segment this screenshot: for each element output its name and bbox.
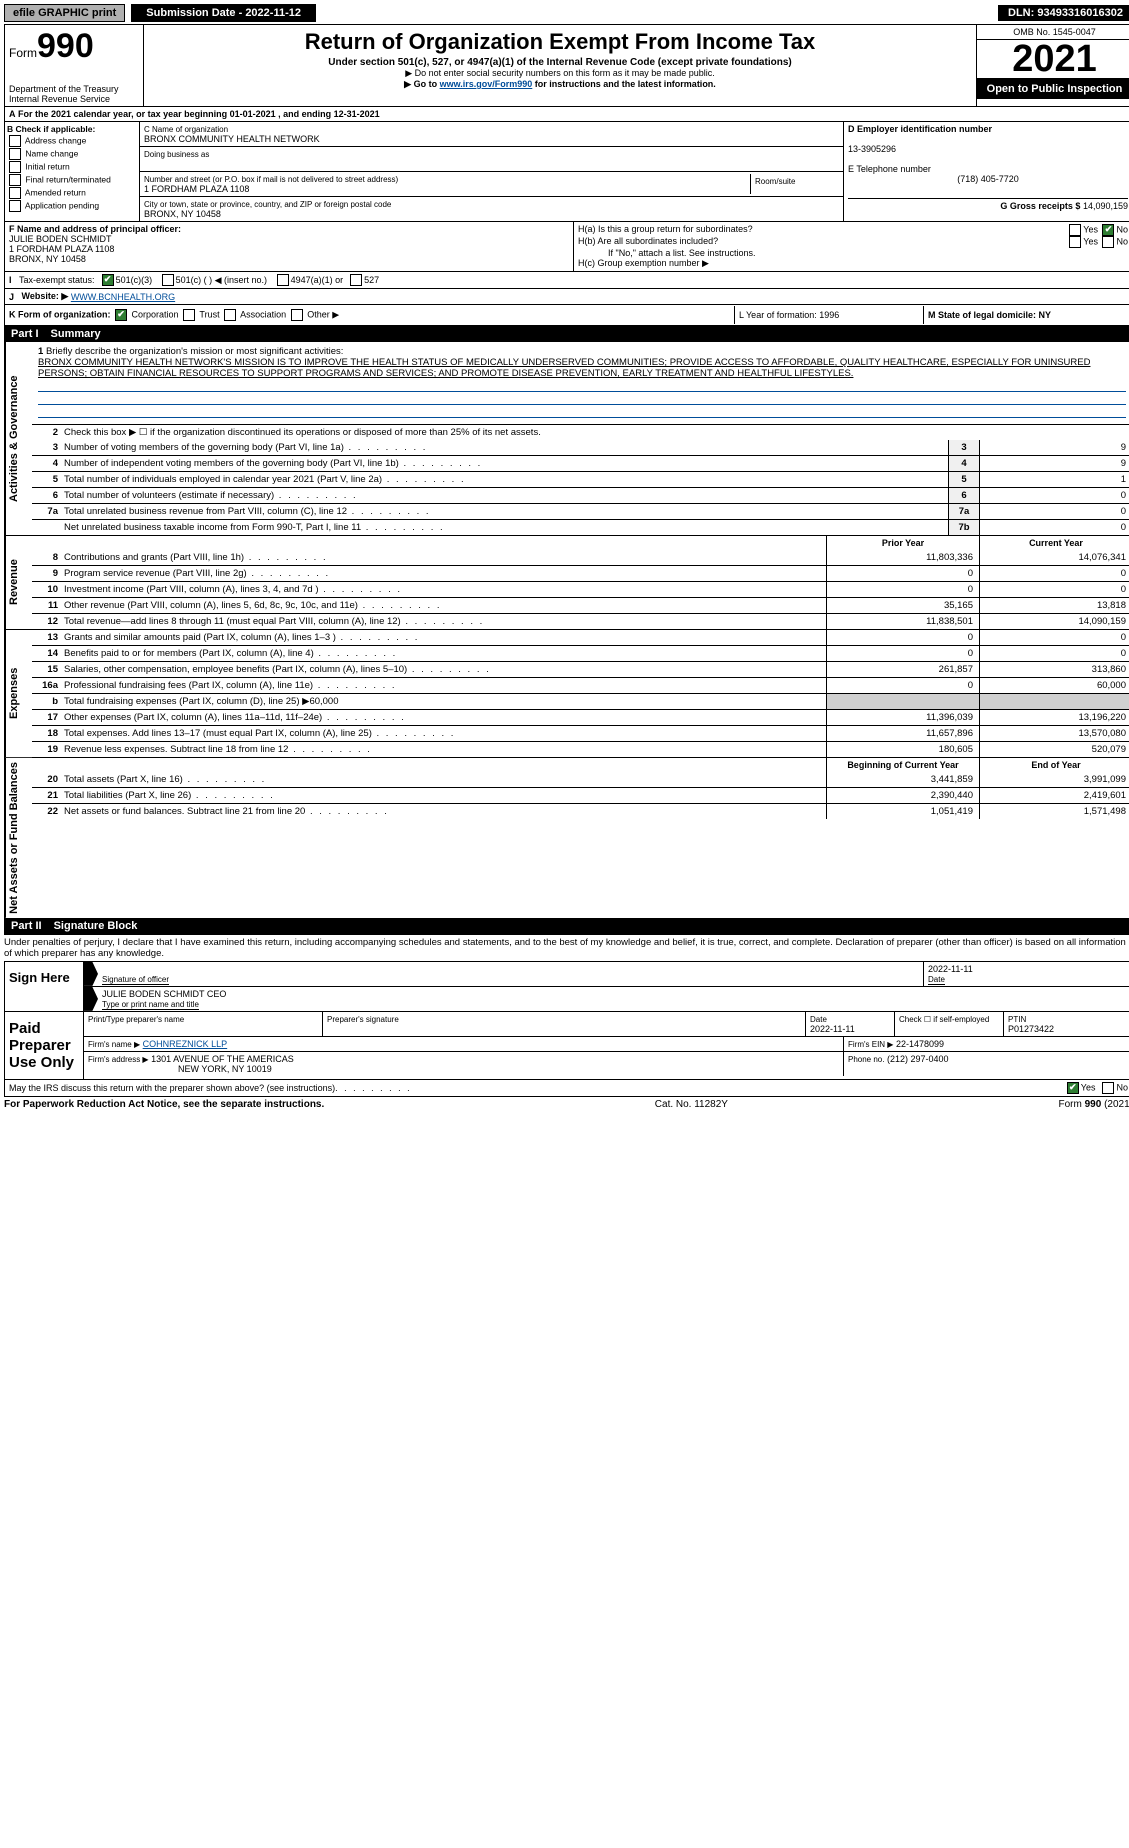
summary-line: 10 Investment income (Part VIII, column … <box>32 581 1129 597</box>
org-address: 1 FORDHAM PLAZA 1108 <box>144 184 249 194</box>
summary-line: 19 Revenue less expenses. Subtract line … <box>32 741 1129 757</box>
summary-line: Net unrelated business taxable income fr… <box>32 519 1129 535</box>
sign-here-label: Sign Here <box>5 962 84 1011</box>
summary-line: 22 Net assets or fund balances. Subtract… <box>32 803 1129 819</box>
ein: 13-3905296 <box>848 144 896 154</box>
ha-no-checkbox[interactable] <box>1102 224 1114 236</box>
row-i: I Tax-exempt status: 501(c)(3) 501(c) ( … <box>5 272 1129 289</box>
header-center: Return of Organization Exempt From Incom… <box>144 25 976 106</box>
form-number: 990 <box>37 27 94 65</box>
summary-line: 15 Salaries, other compensation, employe… <box>32 661 1129 677</box>
col-b: B Check if applicable: Address change Na… <box>5 122 140 221</box>
firm-link[interactable]: COHNREZNICK LLP <box>143 1039 228 1049</box>
summary-line: b Total fundraising expenses (Part IX, c… <box>32 693 1129 709</box>
header-left: Form990 Department of the Treasury Inter… <box>5 25 144 106</box>
goto-note: ▶ Go to www.irs.gov/Form990 for instruct… <box>150 79 970 90</box>
form-header: Form990 Department of the Treasury Inter… <box>5 25 1129 107</box>
part1-net: Net Assets or Fund Balances Beginning of… <box>5 758 1129 918</box>
submission-date-btn[interactable]: Submission Date - 2022-11-12 <box>131 4 316 22</box>
form-label: Form <box>9 46 37 60</box>
section-a-line: A For the 2021 calendar year, or tax yea… <box>5 107 1129 122</box>
part1-gov: Activities & Governance 1 Briefly descri… <box>5 342 1129 536</box>
col-f: F Name and address of principal officer:… <box>5 222 574 271</box>
tab-net-assets: Net Assets or Fund Balances <box>5 758 32 918</box>
summary-line: 5 Total number of individuals employed i… <box>32 471 1129 487</box>
section-bcde: B Check if applicable: Address change Na… <box>5 122 1129 222</box>
page-footer: For Paperwork Reduction Act Notice, see … <box>4 1097 1129 1112</box>
summary-line: 6 Total number of volunteers (estimate i… <box>32 487 1129 503</box>
org-name: BRONX COMMUNITY HEALTH NETWORK <box>144 134 320 144</box>
tab-revenue: Revenue <box>5 536 32 629</box>
dln-badge: DLN: 93493316016302 <box>998 5 1129 21</box>
part1-header: Part I Summary <box>5 326 1129 342</box>
open-public-badge: Open to Public Inspection <box>977 79 1129 99</box>
paid-preparer-label: Paid Preparer Use Only <box>5 1012 84 1079</box>
tab-governance: Activities & Governance <box>5 342 32 535</box>
ssn-note: ▶ Do not enter social security numbers o… <box>150 68 970 79</box>
summary-line: 11 Other revenue (Part VIII, column (A),… <box>32 597 1129 613</box>
form-subtitle: Under section 501(c), 527, or 4947(a)(1)… <box>150 57 970 68</box>
summary-line: 18 Total expenses. Add lines 13–17 (must… <box>32 725 1129 741</box>
section-fgh: F Name and address of principal officer:… <box>5 222 1129 272</box>
form-title: Return of Organization Exempt From Incom… <box>150 29 970 55</box>
501c3-checkbox[interactable] <box>102 274 114 286</box>
summary-line: 9 Program service revenue (Part VIII, li… <box>32 565 1129 581</box>
header-right: OMB No. 1545-0047 2021 Open to Public In… <box>976 25 1129 106</box>
dept-label: Department of the Treasury <box>9 84 139 94</box>
col-h: H(a) Is this a group return for subordin… <box>574 222 1129 271</box>
website-link[interactable]: WWW.BCNHEALTH.ORG <box>71 292 175 302</box>
summary-line: 17 Other expenses (Part IX, column (A), … <box>32 709 1129 725</box>
sign-here-section: Sign Here Signature of officer 2022-11-1… <box>4 962 1129 1012</box>
summary-line: 4 Number of independent voting members o… <box>32 455 1129 471</box>
phone: (718) 405-7720 <box>848 174 1128 184</box>
paid-preparer-section: Paid Preparer Use Only Print/Type prepar… <box>4 1012 1129 1080</box>
summary-line: 12 Total revenue—add lines 8 through 11 … <box>32 613 1129 629</box>
summary-line: 8 Contributions and grants (Part VIII, l… <box>32 550 1129 565</box>
discuss-yes-checkbox[interactable] <box>1067 1082 1079 1094</box>
org-city: BRONX, NY 10458 <box>144 209 221 219</box>
row-klm: K Form of organization: Corporation Trus… <box>5 305 1129 326</box>
summary-line: 13 Grants and similar amounts paid (Part… <box>32 630 1129 645</box>
col-c: C Name of organization BRONX COMMUNITY H… <box>140 122 844 221</box>
discuss-row: May the IRS discuss this return with the… <box>4 1080 1129 1097</box>
part2-header: Part II Signature Block <box>5 918 1129 934</box>
col-d: D Employer identification number 13-3905… <box>844 122 1129 221</box>
efile-badge: efile GRAPHIC print <box>4 4 125 22</box>
gross-receipts: 14,090,159 <box>1083 201 1128 211</box>
tax-year: 2021 <box>977 40 1129 79</box>
irs-link[interactable]: www.irs.gov/Form990 <box>440 79 533 89</box>
summary-line: 7a Total unrelated business revenue from… <box>32 503 1129 519</box>
corp-checkbox[interactable] <box>115 309 127 321</box>
arrow-icon <box>84 987 98 1011</box>
summary-line: 21 Total liabilities (Part X, line 26) 2… <box>32 787 1129 803</box>
summary-line: 14 Benefits paid to or for members (Part… <box>32 645 1129 661</box>
declaration: Under penalties of perjury, I declare th… <box>4 935 1129 962</box>
summary-line: 3 Number of voting members of the govern… <box>32 440 1129 455</box>
form-container: Form990 Department of the Treasury Inter… <box>4 24 1129 935</box>
part1-rev: Revenue Prior Year Current Year 8 Contri… <box>5 536 1129 630</box>
row-j: J Website: ▶ WWW.BCNHEALTH.ORG <box>5 289 1129 305</box>
arrow-icon <box>84 962 98 986</box>
irs-label: Internal Revenue Service <box>9 94 139 104</box>
mission-text: BRONX COMMUNITY HEALTH NETWORK'S MISSION… <box>38 357 1126 379</box>
tab-expenses: Expenses <box>5 630 32 757</box>
part1-exp: Expenses 13 Grants and similar amounts p… <box>5 630 1129 758</box>
summary-line: 16a Professional fundraising fees (Part … <box>32 677 1129 693</box>
summary-line: 20 Total assets (Part X, line 16) 3,441,… <box>32 772 1129 787</box>
top-bar: efile GRAPHIC print Submission Date - 20… <box>4 4 1129 22</box>
